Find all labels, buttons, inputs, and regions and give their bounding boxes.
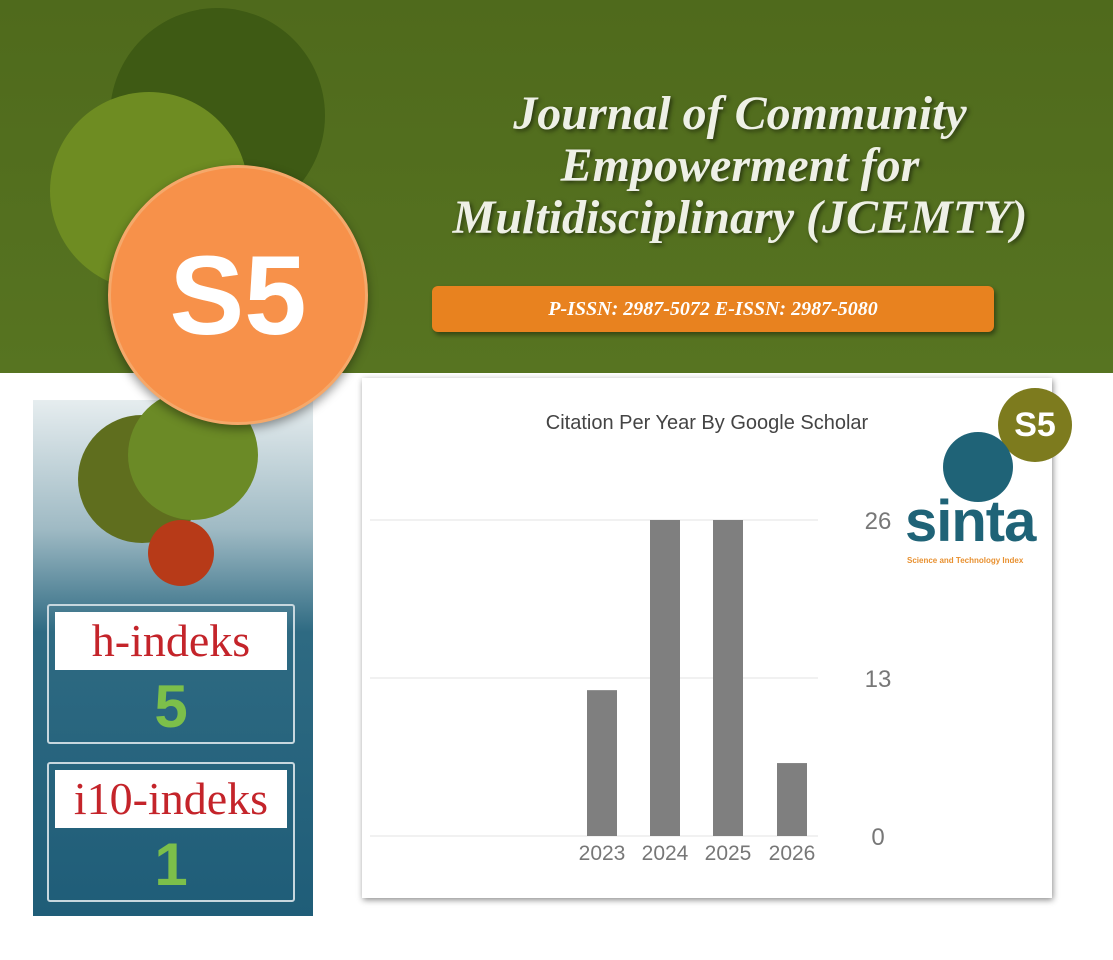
title-line: Empowerment for bbox=[560, 139, 920, 192]
bar-2023 bbox=[587, 690, 617, 836]
h-index-label: h-indeks bbox=[55, 612, 287, 670]
y-tick-label: 13 bbox=[865, 666, 892, 693]
i10-index-label: i10-indeks bbox=[55, 770, 287, 828]
bar-2025 bbox=[713, 520, 743, 836]
s5-accreditation-badge: S5 bbox=[108, 165, 368, 425]
title-line: Multidisciplinary (JCEMTY) bbox=[452, 191, 1028, 244]
sinta-s5-badge: S5 bbox=[998, 388, 1072, 462]
x-tick-label: 2024 bbox=[642, 842, 689, 865]
sinta-wordmark: sinta bbox=[905, 489, 1036, 554]
title-line: Journal of Community bbox=[513, 87, 967, 140]
decor-circle bbox=[148, 520, 214, 586]
h-index-value: 5 bbox=[154, 673, 188, 740]
sinta-emblem-icon bbox=[943, 432, 1013, 502]
y-tick-label: 26 bbox=[865, 508, 892, 535]
bar-2026 bbox=[777, 763, 807, 836]
citation-bar-chart: 0 13 26 2023 2024 2025 2026 bbox=[370, 508, 892, 865]
bar-2024 bbox=[650, 520, 680, 836]
x-tick-label: 2025 bbox=[705, 842, 752, 865]
sinta-logo: sinta Science and Technology Index bbox=[905, 432, 1055, 577]
sinta-subtitle: Science and Technology Index bbox=[907, 556, 1024, 565]
journal-title: Journal of Community Empowerment for Mul… bbox=[400, 88, 1080, 244]
x-tick-label: 2023 bbox=[579, 842, 626, 865]
index-panel: h-indeks 5 i10-indeks 1 bbox=[33, 390, 313, 916]
i10-index-value: 1 bbox=[154, 831, 188, 898]
h-index-card: h-indeks 5 bbox=[47, 604, 295, 744]
chart-title: Citation Per Year By Google Scholar bbox=[545, 412, 869, 434]
i10-index-card: i10-indeks 1 bbox=[47, 762, 295, 902]
issn-banner: P-ISSN: 2987-5072 E-ISSN: 2987-5080 bbox=[432, 286, 994, 332]
x-tick-label: 2026 bbox=[769, 842, 816, 865]
citation-chart-card: Citation Per Year By Google Scholar 0 13 2… bbox=[362, 378, 1052, 898]
y-tick-label: 0 bbox=[871, 824, 884, 851]
